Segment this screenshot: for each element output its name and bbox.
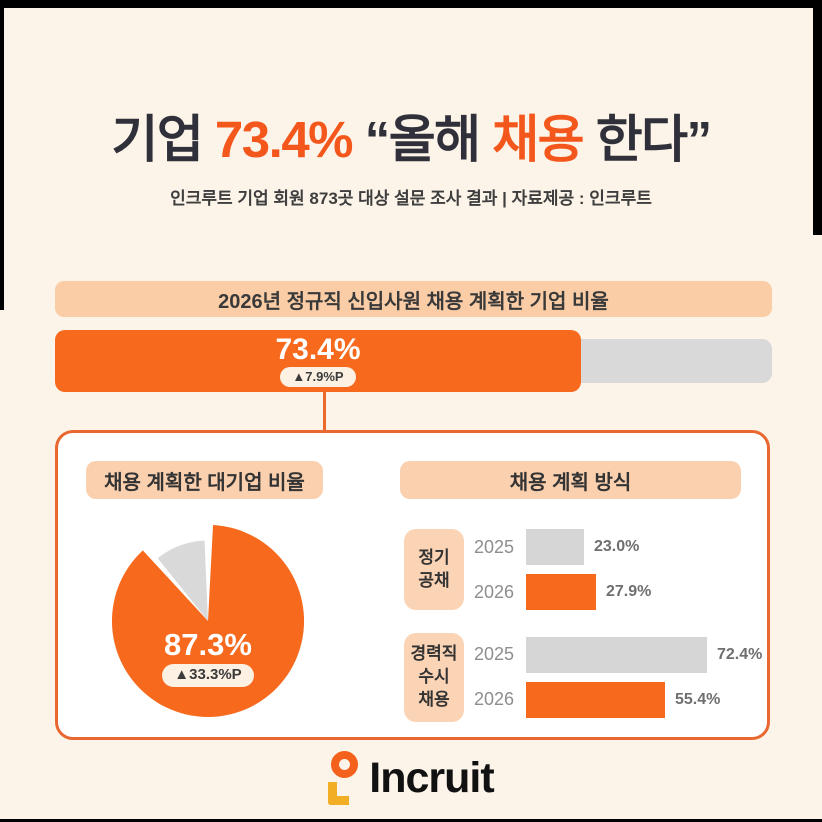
frame-edge-top xyxy=(0,0,822,8)
title-part-dark-3: 한다” xyxy=(583,111,712,169)
method-group-regular: 정기 공채 2025 23.0% 2026 27.9% xyxy=(404,529,651,610)
frame-edge-left xyxy=(0,0,4,310)
incruit-symbol-icon xyxy=(328,748,362,808)
logo-wordmark: Incruit xyxy=(369,753,494,802)
overall-bar-value: 73.4% xyxy=(275,332,361,366)
title-part-dark-2: “올해 xyxy=(352,111,493,169)
bar-row: 2025 72.4% xyxy=(474,636,763,673)
method-section-badge-label: 채용 계획 방식 xyxy=(509,471,632,494)
frame-edge-right xyxy=(813,0,822,235)
bar-value-label: 55.4% xyxy=(675,690,721,708)
pie-change-badge: ▲33.3%P xyxy=(162,664,254,687)
method-group-experienced-label: 경력직 수시 채용 xyxy=(404,633,464,722)
bar-2026-experienced xyxy=(526,681,665,718)
title-part-accent-keyword: 채용 xyxy=(492,111,584,169)
overall-bar-fill: 73.4% ▲7.9%P xyxy=(55,330,581,392)
pie-section-badge: 채용 계획한 대기업 비율 xyxy=(86,461,323,499)
survey-source-subtitle: 인크루트 기업 회원 873곳 대상 설문 조사 결과 | 자료제공 : 인크루… xyxy=(170,189,652,208)
connector-line xyxy=(323,391,326,432)
frame-edge-bottom xyxy=(0,819,822,822)
bar-2025-regular xyxy=(526,529,584,565)
logo-circle-icon xyxy=(331,751,359,778)
detail-panel: 채용 계획한 대기업 비율 채용 계획 방식 87.3% ▲33.3%P 정기 … xyxy=(55,430,770,740)
title-part-accent-percvalue: 73.4% xyxy=(214,111,354,169)
section-banner: 2026년 정규직 신입사원 채용 계획한 기업 비율 xyxy=(55,281,772,317)
bar-2025-experienced xyxy=(526,636,707,673)
pie-section-badge-label: 채용 계획한 대기업 비율 xyxy=(104,471,305,494)
pie-chart-svg xyxy=(111,525,305,717)
method-group-regular-rows: 2025 23.0% 2026 27.9% xyxy=(474,529,651,610)
pie-value: 87.3% xyxy=(164,627,252,662)
method-group-experienced-rows: 2025 72.4% 2026 55.4% xyxy=(474,636,763,718)
bar-value-label: 27.9% xyxy=(606,583,652,600)
bar-row: 2025 23.0% xyxy=(474,529,651,565)
bar-value-label: 72.4% xyxy=(717,645,763,663)
year-label: 2026 xyxy=(474,581,515,602)
bar-row: 2026 55.4% xyxy=(474,681,762,718)
method-group-experienced: 경력직 수시 채용 2025 72.4% 2026 55.4% xyxy=(404,633,762,722)
method-group-regular-label: 정기 공채 xyxy=(404,529,464,610)
overall-change-badge: ▲7.9%P xyxy=(280,366,356,388)
bar-value-label: 23.0% xyxy=(594,538,640,555)
title-part-dark-1: 기업 xyxy=(111,111,215,169)
year-label: 2025 xyxy=(474,644,515,665)
section-banner-label: 2026년 정규직 신입사원 채용 계획한 기업 비율 xyxy=(218,290,609,313)
bar-row: 2026 27.9% xyxy=(474,574,651,610)
incruit-logo: Incruit xyxy=(0,748,822,808)
year-label: 2026 xyxy=(474,689,515,710)
method-section-badge: 채용 계획 방식 xyxy=(400,461,741,499)
pie-chart: 87.3% ▲33.3%P xyxy=(110,519,306,719)
logo-l-shape-icon xyxy=(328,782,350,805)
bar-2026-regular xyxy=(526,574,596,610)
page-title: 기업 73.4% “올해 채용 한다” xyxy=(0,98,822,172)
pie-center-label: 87.3% ▲33.3%P xyxy=(110,629,306,687)
year-label: 2025 xyxy=(474,536,515,557)
